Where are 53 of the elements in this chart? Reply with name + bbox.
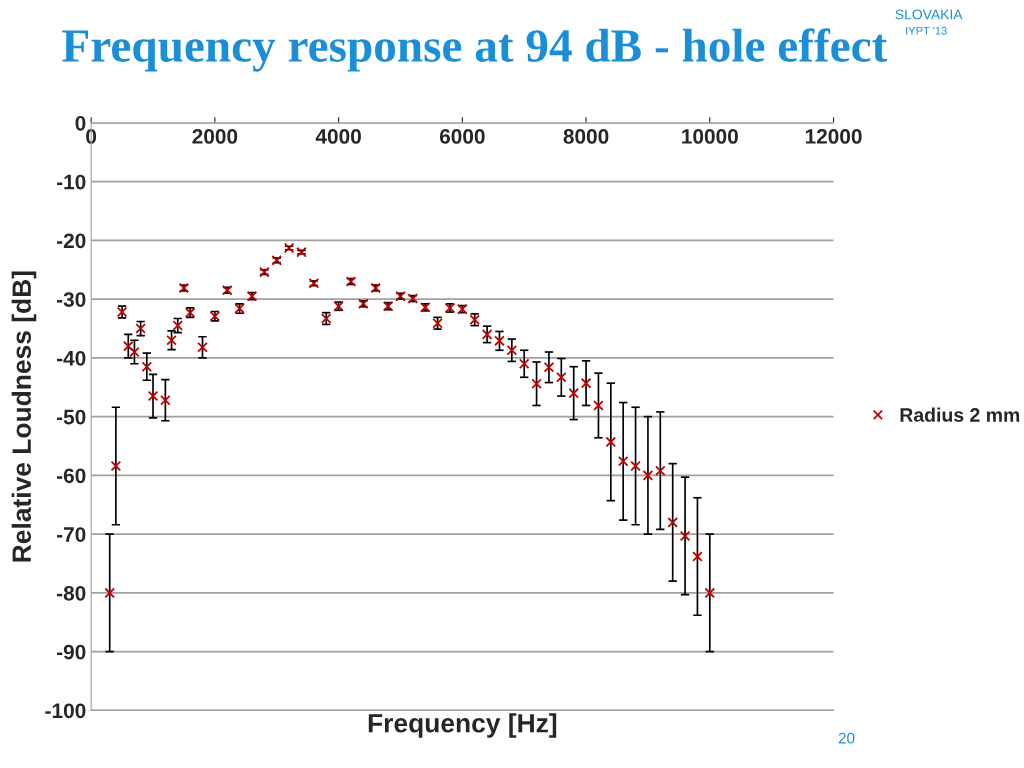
point [141, 361, 153, 372]
point [166, 334, 177, 346]
x-tick-label: 6000 [439, 129, 485, 144]
y-tick-label: -40 [56, 350, 86, 366]
y-tick-label: -50 [56, 409, 86, 425]
x-tick-label: 4000 [315, 129, 361, 144]
point [122, 340, 134, 352]
point [617, 455, 629, 467]
x-tick-label: 10000 [682, 129, 738, 144]
y-tick-label: -100 [45, 703, 86, 719]
point [104, 587, 115, 599]
y-tick-label: -10 [56, 174, 86, 190]
point [580, 377, 592, 389]
point [642, 470, 654, 481]
y-tick-label: -20 [56, 233, 86, 249]
point [481, 329, 493, 340]
y-tick-label: -90 [56, 644, 86, 660]
point [110, 460, 122, 472]
point [655, 465, 666, 476]
point [556, 371, 567, 383]
point [692, 551, 703, 562]
text: SLOVAKIA [895, 9, 963, 20]
y-tick-label: -60 [56, 468, 86, 484]
x-tick-label: 0 [86, 129, 97, 144]
point [543, 361, 555, 373]
point [593, 400, 604, 411]
point [147, 390, 159, 402]
x-axis-title: Frequency [Hz] [368, 713, 557, 738]
point [129, 346, 140, 358]
point [679, 530, 691, 542]
text: IYPT '13 [906, 26, 947, 35]
text: 20 [838, 732, 855, 744]
y-tick-label: -30 [56, 292, 86, 307]
point [506, 344, 518, 356]
point [704, 587, 716, 599]
point [518, 358, 530, 370]
point [630, 460, 641, 472]
point [531, 378, 542, 390]
x-tick-label: 12000 [805, 129, 862, 144]
point [568, 387, 579, 399]
chart-title: Frequency response at 94 dB - hole effect [62, 28, 888, 72]
legend-label: Radius 2 mm [900, 407, 1020, 422]
point [494, 335, 505, 347]
y-axis-title: Relative Loudness [dB] [11, 271, 37, 562]
x-tick-label: 8000 [563, 129, 609, 144]
point [160, 394, 171, 406]
x-tick-label: 2000 [192, 129, 238, 144]
point [667, 517, 678, 528]
y-tick-label: -70 [56, 527, 86, 542]
y-tick-label: 0 [75, 115, 86, 131]
y-tick-label: -80 [56, 585, 86, 601]
point [197, 342, 208, 353]
point [605, 436, 617, 448]
